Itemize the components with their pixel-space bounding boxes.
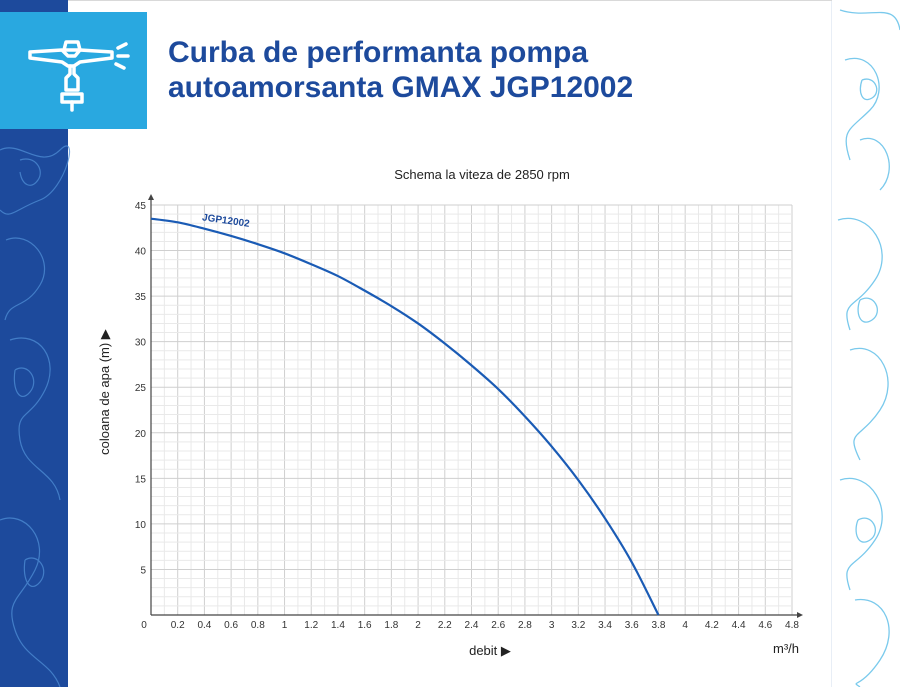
x-tick-label: 3.6 [625,620,639,631]
x-tick-label: 4.4 [732,620,746,631]
x-tick-label: 2.6 [491,620,505,631]
y-tick-label: 5 [140,565,146,576]
x-tick-label: 0.6 [224,620,238,631]
x-axis-label: debit ▶ [469,643,511,658]
y-tick-label: 40 [135,247,147,258]
y-tick-label: 10 [135,520,147,531]
x-axis-unit: m³/h [773,641,799,656]
x-tick-label: 3.4 [598,620,612,631]
y-tick-label: 45 [135,201,147,212]
y-tick-label: 20 [135,429,147,440]
x-tick-label: 4.2 [705,620,719,631]
series-label-jgp12002: JGP12002 [201,212,250,230]
x-tick-label: 4.6 [758,620,772,631]
y-tick-label: 30 [135,338,147,349]
title-line-2: autoamorsanta GMAX JGP12002 [168,71,634,104]
x-tick-label: 1.2 [304,620,318,631]
logo-box [0,12,147,129]
x-axis-arrow-icon [797,612,803,618]
x-tick-label: 0 [141,620,147,631]
x-tick-label: 4.8 [785,620,799,631]
chart-axes [148,194,803,618]
y-axis-label: coloana de apa (m) ▶ [97,329,112,455]
y-tick-labels: 5 10 15 20 25 30 35 40 45 [135,201,147,576]
x-tick-label: 3.8 [652,620,666,631]
x-tick-label: 1.6 [358,620,372,631]
sprinkler-pump-icon [28,40,130,112]
right-contour-pattern [837,9,900,687]
title-line-1: Curba de performanta pompa [168,36,589,69]
x-tick-label: 2 [415,620,421,631]
y-tick-label: 25 [135,383,147,394]
chart-grid [150,204,793,616]
x-tick-label: 1.8 [384,620,398,631]
x-tick-labels: 0 0.2 0.4 0.6 0.8 1 1.2 1.4 1.6 1.8 2 2.2 2.4 2.6 2.8 3… [141,620,799,631]
x-tick-label: 2.4 [465,620,479,631]
x-tick-label: 2.8 [518,620,532,631]
chart-title: Schema la viteza de 2850 rpm [394,167,570,182]
x-tick-label: 2.2 [438,620,452,631]
left-contour-pattern [0,145,70,687]
y-tick-label: 15 [135,474,147,485]
x-tick-label: 0.8 [251,620,265,631]
x-tick-label: 1 [282,620,288,631]
series-line-jgp12002 [150,217,660,616]
x-tick-label: 4 [682,620,688,631]
x-tick-label: 1.4 [331,620,345,631]
y-tick-label: 35 [135,292,147,303]
x-tick-label: 3.2 [571,620,585,631]
y-axis-arrow-icon [148,194,154,200]
x-tick-label: 3 [549,620,555,631]
x-tick-label: 0.4 [197,620,211,631]
top-border [68,0,832,1]
x-tick-label: 0.2 [171,620,185,631]
page-title: Curba de performanta pompa autoamorsanta… [168,35,788,105]
